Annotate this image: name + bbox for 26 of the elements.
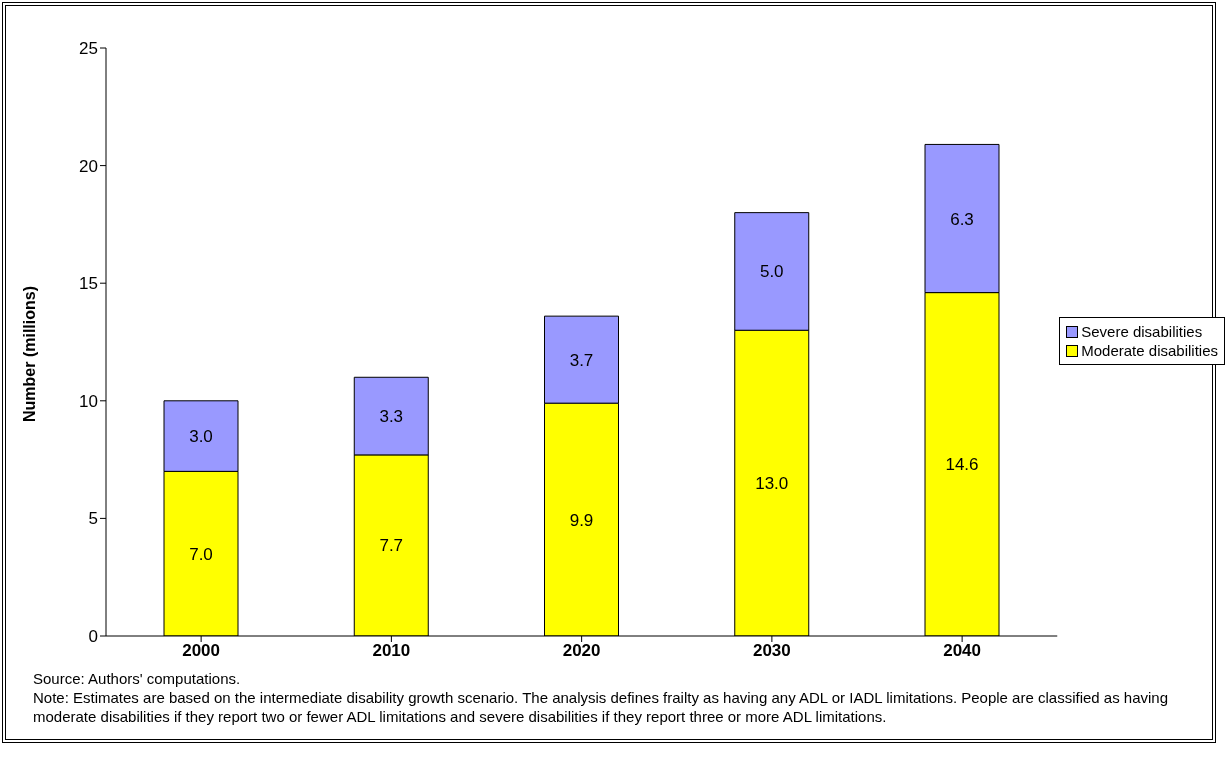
x-tick-label: 2040	[943, 641, 982, 661]
y-axis-title: Number (millions)	[20, 285, 38, 422]
x-tick-label: 2030	[752, 641, 791, 661]
y-tick-label: 0	[88, 627, 98, 647]
data-label: 3.3	[379, 407, 404, 427]
x-tick-label: 2000	[182, 641, 221, 661]
data-label: 6.3	[950, 209, 974, 229]
y-tick-label: 5	[88, 509, 98, 529]
data-label: 9.9	[569, 510, 594, 530]
data-label: 7.0	[189, 544, 213, 564]
x-tick-label: 2010	[372, 641, 411, 661]
data-label: 3.7	[569, 350, 594, 370]
y-tick-label: 15	[79, 274, 98, 294]
legend-label: Moderate disabilities	[1081, 342, 1218, 359]
y-tick-label: 25	[79, 39, 98, 59]
data-label: 13.0	[755, 474, 789, 494]
data-label: 3.0	[189, 427, 213, 447]
text: Note: Estimates are based on the intermediate disability growth scenario. The analysis defines frailty as having any ADL or IADL limitations. People are classified as having moderate disabilities if they report two or fewer ADL limitations and severe disabilities if they report three or more ADL limitations.	[33, 688, 1170, 726]
y-tick-label: 20	[79, 156, 98, 176]
source-note: Source: Authors' computations.	[33, 669, 242, 688]
data-label: 7.7	[379, 536, 404, 556]
legend-label: Severe disabilities	[1081, 323, 1203, 340]
x-tick-label: 2020	[562, 641, 601, 661]
data-label: 14.6	[945, 455, 979, 475]
data-label: 5.0	[759, 262, 784, 282]
y-tick-label: 10	[79, 391, 98, 411]
